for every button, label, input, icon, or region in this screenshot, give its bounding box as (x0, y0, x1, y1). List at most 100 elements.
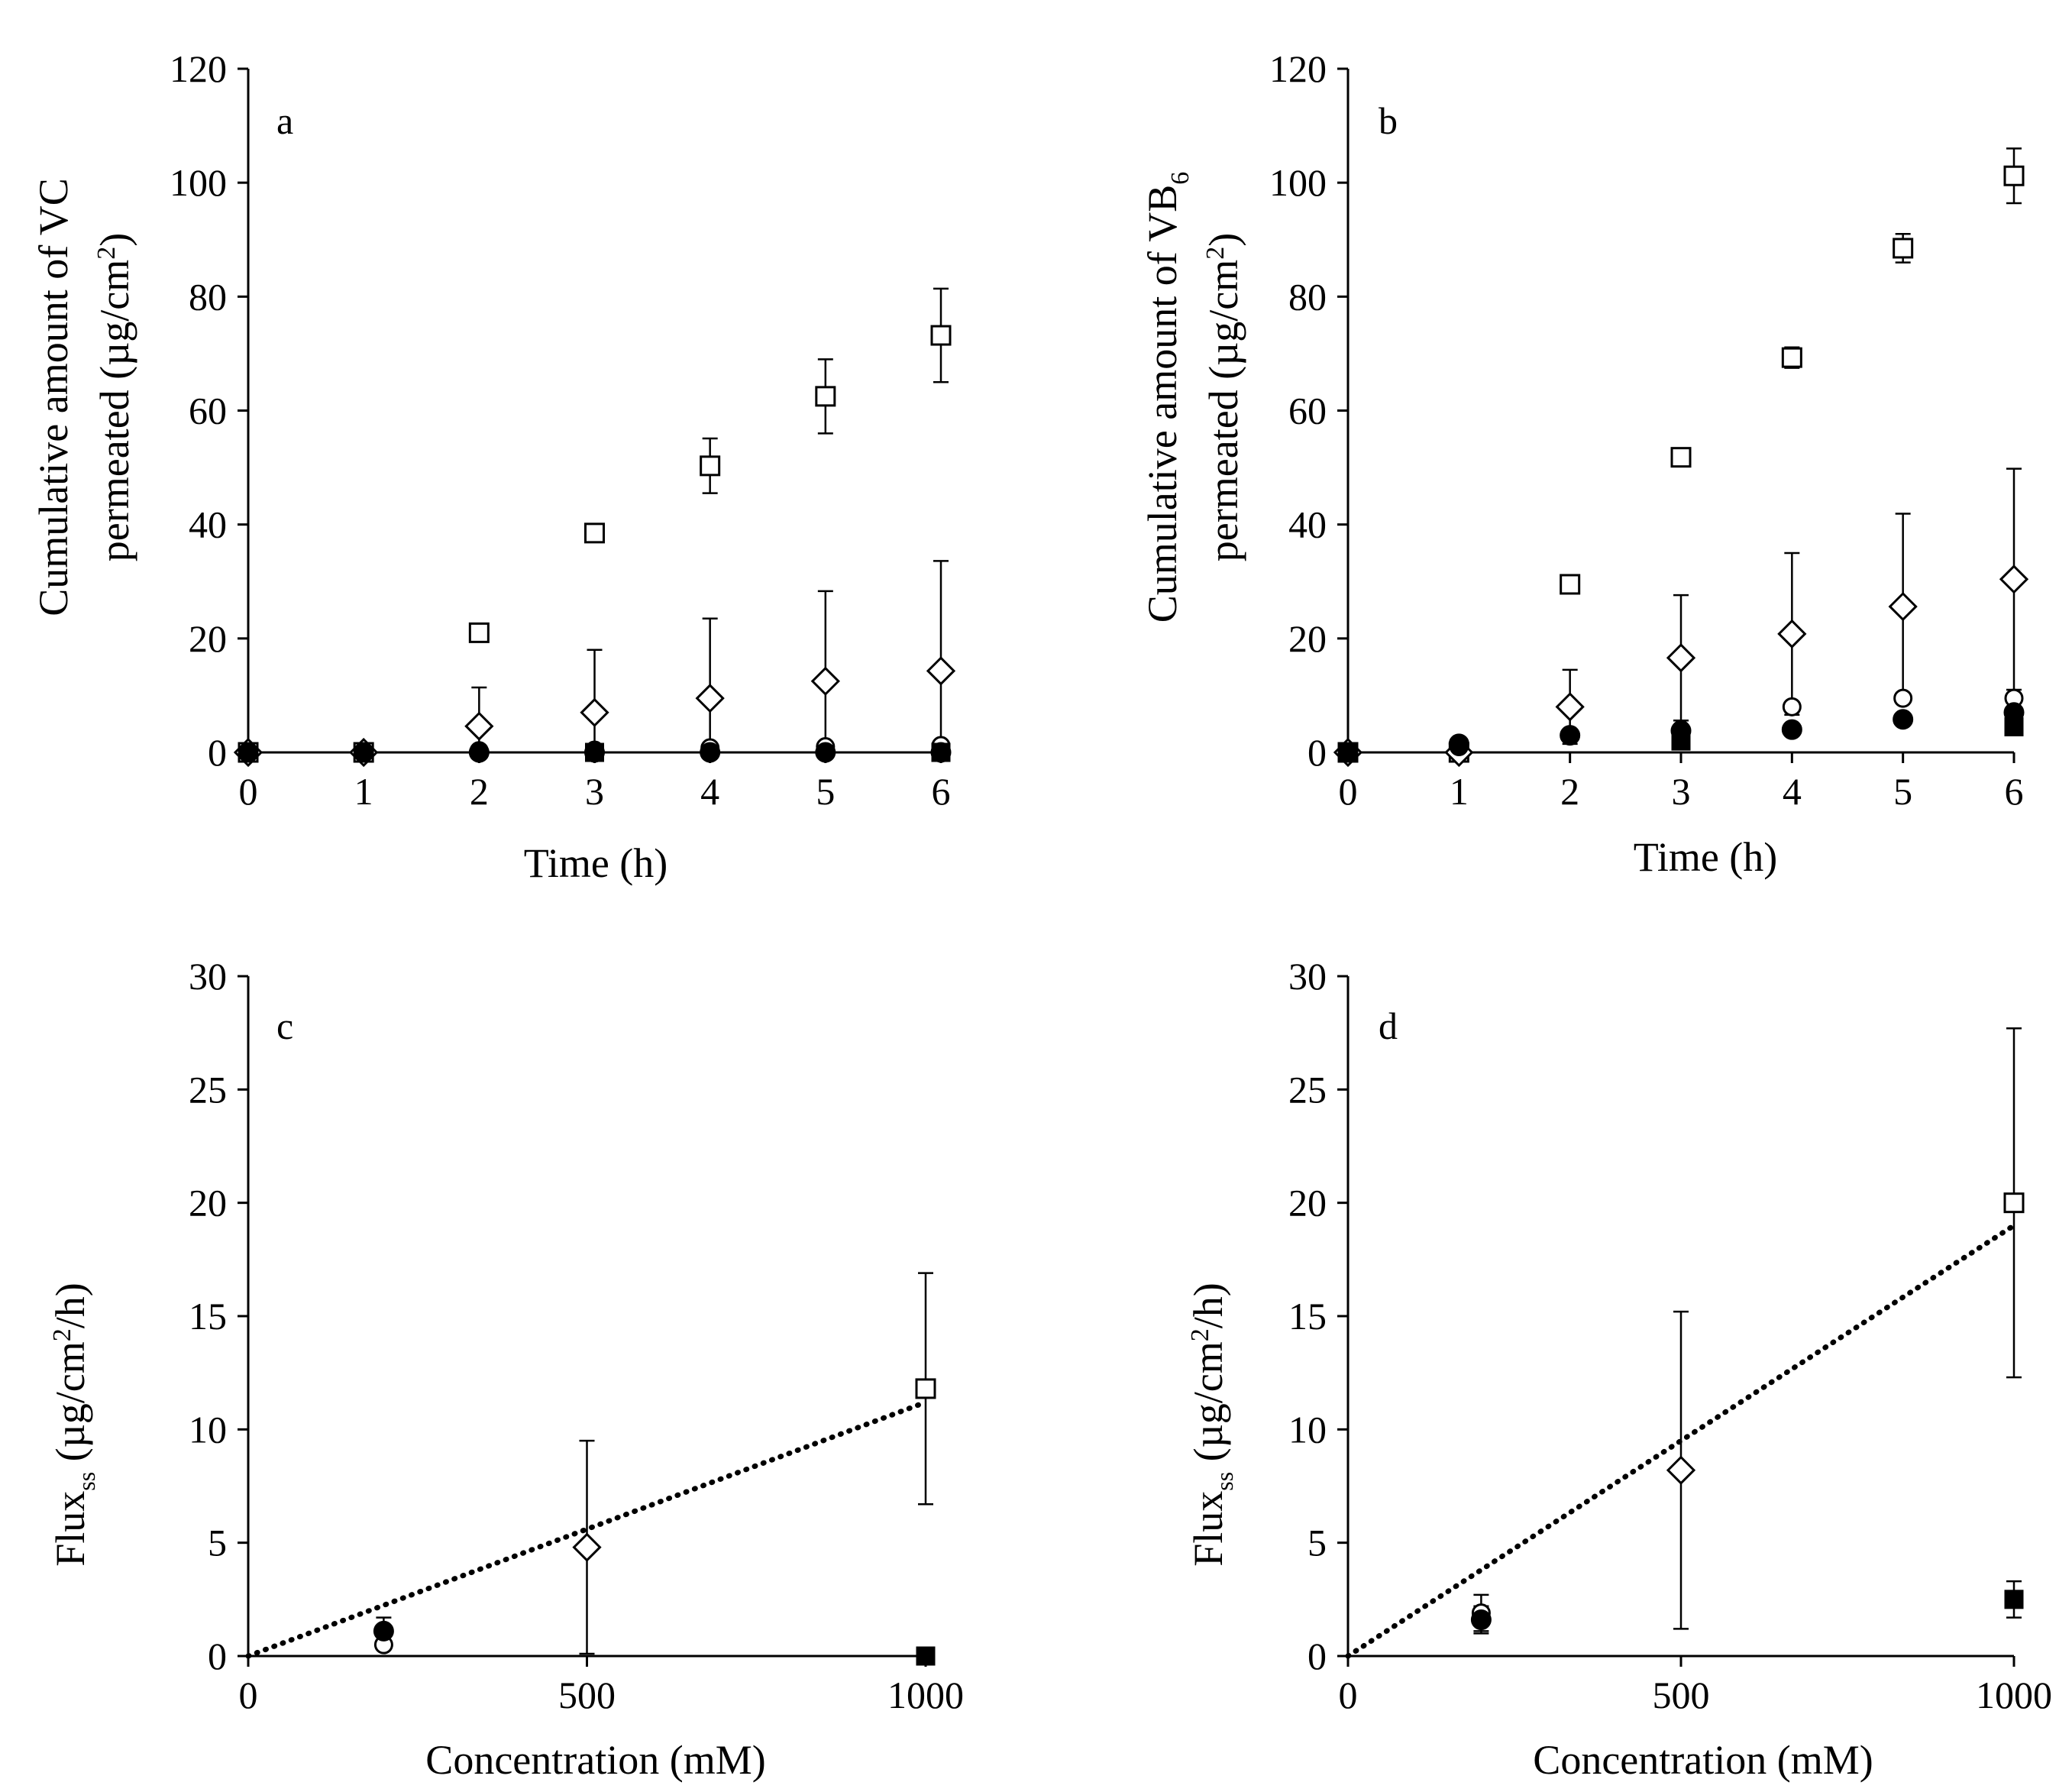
panel-a-open-diamond-point (926, 656, 956, 686)
panel-b-y-tick-label: 120 (1269, 47, 1327, 90)
panel-a-y-tick-label: 20 (189, 617, 227, 660)
panel-a-y-tick-label: 120 (170, 47, 227, 90)
panel-b-y-tick-label: 60 (1288, 390, 1327, 432)
panel-c-y-tick-label: 20 (189, 1182, 227, 1224)
panel-b-y-tick-label: 100 (1269, 161, 1327, 204)
panel-a-open-square-point (815, 386, 836, 407)
panel-b-filled-square-point (1338, 742, 1358, 762)
panel-a-filled-square-point (931, 742, 951, 762)
panel-d-x-tick-label: 500 (1653, 1674, 1710, 1716)
panel-a-x-tick-label: 1 (354, 770, 373, 813)
panel-b-y-tick-label: 0 (1308, 731, 1327, 774)
panel-d-open-square-point (2003, 1192, 2025, 1214)
panel-a-open-diamond-point (810, 666, 840, 696)
panel-b-open-square-point (1670, 447, 1692, 468)
panel-b-open-diamond-point (1888, 591, 1918, 622)
panel-c: 0 5 10 15 20 25 30 0 500 1000 c Concentration (mM… (47, 955, 964, 1783)
panel-a-marks: 0 20 40 60 80 100 120 0 1 2 3 4 5 6 (170, 47, 956, 813)
panel-b-filled-circle-point (1893, 709, 1914, 730)
panel-d-y-tick-label: 15 (1288, 1295, 1327, 1338)
panel-b-marks: 0 20 40 60 80 100 120 0 1 2 3 4 5 6 (1269, 47, 2029, 813)
panel-a: 0 20 40 60 80 100 120 0 1 2 3 4 5 6 a Time (h) Cumula… (31, 47, 956, 886)
panel-b-open-diamond-point (1555, 692, 1585, 722)
panel-b-open-diamond-point (1666, 643, 1696, 673)
panel-a-filled-circle-point (238, 742, 259, 763)
panel-d-marks: 0 5 10 15 20 25 30 0 500 1000 (1288, 955, 2052, 1716)
panel-c-y-tick-label: 10 (189, 1408, 227, 1451)
panel-c-y-tick-label: 25 (189, 1068, 227, 1111)
panel-a-letter: a (276, 99, 293, 142)
panel-c-open-square-point (915, 1378, 936, 1399)
panel-c-filled-square-point (916, 1646, 936, 1666)
panel-a-x-tick-label: 6 (932, 770, 951, 813)
panel-d-y-tick-label: 5 (1308, 1522, 1327, 1564)
panel-b-y-tick-label: 20 (1288, 617, 1327, 660)
panel-c-y-tick-label: 15 (189, 1295, 227, 1338)
panel-d-open-diamond-point (1666, 1455, 1696, 1485)
panel-d-y-tick-label: 20 (1288, 1182, 1327, 1224)
panel-b-open-circle-point (1893, 688, 1913, 708)
panel-d-y-tick-label: 0 (1308, 1635, 1327, 1677)
panel-a-x-tick-label: 5 (816, 770, 835, 813)
panel-a-ylabel-line1: Cumulative amount of VC (31, 178, 76, 616)
panel-a-filled-circle-point (353, 742, 374, 763)
panel-b-open-circle-point (1782, 697, 1802, 716)
panel-a-open-square-point (700, 455, 721, 477)
panel-a-open-square-point (468, 622, 490, 643)
panel-b-x-tick-label: 0 (1339, 770, 1358, 813)
panel-b-x-tick-label: 2 (1560, 770, 1579, 813)
panel-b-open-diamond-point (1999, 564, 2029, 594)
panel-b-x-tick-label: 1 (1450, 770, 1469, 813)
panel-b-y-tick-label: 40 (1288, 503, 1327, 546)
panel-b-open-square-point (1893, 238, 1914, 259)
panel-a-open-square-point (584, 522, 605, 544)
panel-b-open-square-point (1560, 574, 1581, 595)
panel-b-x-tick-label: 3 (1672, 770, 1691, 813)
panel-c-x-tick-label: 1000 (887, 1674, 964, 1716)
panel-a-filled-circle-point (815, 742, 836, 763)
panel-a-ylabel-line2: permeated (µg/cm2) (92, 233, 137, 561)
panel-b-filled-square-point (1671, 731, 1691, 751)
panel-d-y-tick-label: 10 (1288, 1408, 1327, 1451)
panel-b-xlabel: Time (h) (1634, 834, 1778, 880)
panel-b-x-tick-label: 4 (1783, 770, 1802, 813)
panel-d-letter: d (1379, 1004, 1398, 1047)
panel-b-letter: b (1379, 99, 1398, 142)
panel-a-y-tick-label: 100 (170, 161, 227, 204)
panel-c-marks: 0 5 10 15 20 25 30 0 500 1000 (189, 955, 964, 1716)
panel-a-open-diamond-point (695, 684, 725, 713)
panel-a-y-tick-label: 0 (208, 731, 227, 774)
panel-c-open-diamond-point (572, 1532, 602, 1562)
panel-c-letter: c (276, 1004, 293, 1047)
panel-b-x-tick-label: 6 (2005, 770, 2024, 813)
panel-a-x-tick-label: 0 (239, 770, 258, 813)
panel-d-filled-circle-point (1470, 1609, 1492, 1631)
panel-b-ylabel-line1: Cumulative amount of VB6 (1139, 172, 1194, 623)
panel-d-y-tick-label: 30 (1288, 955, 1327, 998)
panel-d-filled-square-point (2004, 1590, 2024, 1609)
panel-d-x-tick-label: 1000 (1976, 1674, 2052, 1716)
panel-b-filled-circle-point (1448, 733, 1469, 755)
panel-d-ylabel: Fluxss (µg/cm2/h) (1185, 1283, 1238, 1567)
panel-b-open-square-point (1781, 347, 1802, 368)
panel-a-filled-circle-point (700, 742, 721, 763)
panel-a-open-square-point (930, 325, 952, 346)
panel-d-xlabel: Concentration (mM) (1533, 1737, 1873, 1783)
panel-c-x-tick-label: 0 (239, 1674, 258, 1716)
panel-b-filled-square-point (2004, 716, 2024, 736)
panel-a-xlabel: Time (h) (524, 840, 668, 886)
panel-c-x-tick-label: 500 (558, 1674, 616, 1716)
panel-a-y-tick-label: 40 (189, 503, 227, 546)
panel-b-x-tick-label: 5 (1893, 770, 1912, 813)
panel-b-open-diamond-point (1777, 619, 1807, 649)
panel-b-open-square-point (2003, 165, 2025, 186)
panel-a-y-tick-label: 80 (189, 275, 227, 318)
panel-c-filled-circle-point (373, 1620, 394, 1642)
panel-b-filled-circle-point (1560, 725, 1581, 746)
panel-d: 0 5 10 15 20 25 30 0 500 1000 d Concentration (mM… (1185, 955, 2052, 1783)
panel-d-y-tick-label: 25 (1288, 1068, 1327, 1111)
panel-b-ylabel-line2: permeated (µg/cm2) (1201, 233, 1246, 561)
panel-c-y-tick-label: 5 (208, 1522, 227, 1564)
panel-a-open-diamond-point (464, 711, 494, 741)
